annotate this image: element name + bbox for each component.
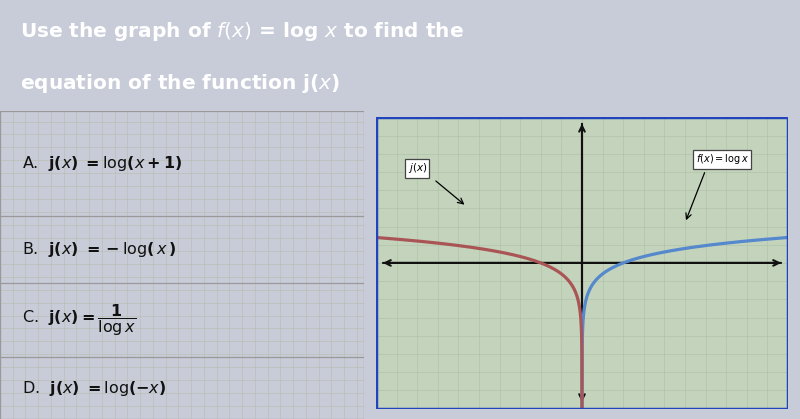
Text: A.  $\mathbf{j(\mathit{x})}$ $\mathbf{= \log(\mathit{x} + 1)}$: A. $\mathbf{j(\mathit{x})}$ $\mathbf{= \… bbox=[22, 154, 182, 173]
Text: D.  $\mathbf{j(\mathit{x})}$ $\mathbf{= \log(-\mathit{x})}$: D. $\mathbf{j(\mathit{x})}$ $\mathbf{= \… bbox=[22, 379, 166, 398]
Text: $f(x){=}\log x$: $f(x){=}\log x$ bbox=[695, 152, 749, 166]
Text: Use the graph of $\mathit{f}(\mathit{x})$ = log $\mathit{x}$ to find the: Use the graph of $\mathit{f}(\mathit{x})… bbox=[20, 20, 464, 43]
Text: C.  $\mathbf{j(\mathit{x}) = \dfrac{1}{\log \mathit{x}}}$: C. $\mathbf{j(\mathit{x}) = \dfrac{1}{\l… bbox=[22, 303, 136, 339]
Text: equation of the function j($\mathit{x}$): equation of the function j($\mathit{x}$) bbox=[20, 72, 340, 95]
Text: $j(x)$: $j(x)$ bbox=[407, 161, 427, 175]
Text: B.  $\mathbf{j(\mathit{x})}$ $\mathbf{= -\log(\,\mathit{x}\,)}$: B. $\mathbf{j(\mathit{x})}$ $\mathbf{= -… bbox=[22, 240, 176, 259]
